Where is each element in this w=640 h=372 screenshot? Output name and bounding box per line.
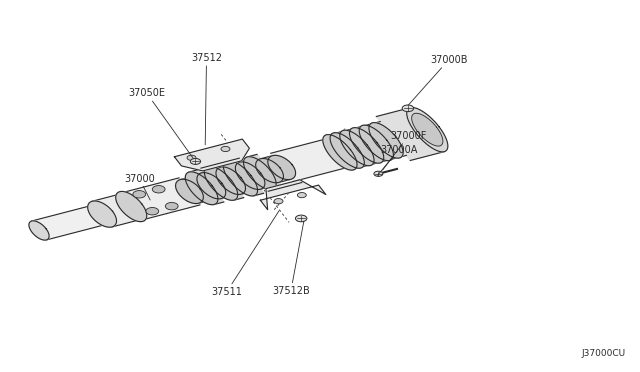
Polygon shape bbox=[247, 154, 282, 189]
Polygon shape bbox=[88, 201, 116, 227]
Text: 37000F: 37000F bbox=[383, 131, 427, 170]
Polygon shape bbox=[180, 176, 211, 203]
Polygon shape bbox=[175, 139, 250, 171]
Polygon shape bbox=[349, 128, 384, 163]
Polygon shape bbox=[92, 194, 141, 227]
Circle shape bbox=[133, 190, 146, 198]
Circle shape bbox=[374, 171, 383, 176]
Circle shape bbox=[402, 105, 413, 112]
Circle shape bbox=[146, 208, 159, 215]
Polygon shape bbox=[323, 135, 357, 170]
Polygon shape bbox=[407, 108, 448, 152]
Polygon shape bbox=[369, 123, 403, 158]
Polygon shape bbox=[204, 166, 237, 201]
Polygon shape bbox=[236, 162, 265, 189]
Polygon shape bbox=[255, 158, 284, 183]
Polygon shape bbox=[260, 155, 291, 182]
Text: 37000B: 37000B bbox=[408, 55, 467, 106]
Circle shape bbox=[298, 193, 307, 198]
Circle shape bbox=[165, 202, 178, 210]
Polygon shape bbox=[29, 221, 49, 240]
Polygon shape bbox=[220, 165, 251, 194]
Polygon shape bbox=[271, 138, 351, 182]
Polygon shape bbox=[216, 167, 246, 195]
Polygon shape bbox=[268, 155, 296, 180]
Circle shape bbox=[187, 155, 196, 160]
Polygon shape bbox=[260, 180, 326, 210]
Polygon shape bbox=[243, 157, 276, 190]
Polygon shape bbox=[412, 113, 443, 146]
Polygon shape bbox=[121, 178, 200, 220]
Polygon shape bbox=[327, 122, 406, 169]
Polygon shape bbox=[197, 173, 226, 199]
Polygon shape bbox=[340, 130, 374, 166]
Text: 37050E: 37050E bbox=[129, 88, 193, 158]
Polygon shape bbox=[208, 164, 244, 200]
Text: J37000CU: J37000CU bbox=[581, 349, 625, 358]
Circle shape bbox=[274, 199, 283, 204]
Polygon shape bbox=[223, 160, 257, 196]
Polygon shape bbox=[376, 108, 444, 160]
Polygon shape bbox=[189, 170, 224, 205]
Text: 37512: 37512 bbox=[191, 53, 222, 145]
Text: 37000: 37000 bbox=[124, 174, 155, 200]
Circle shape bbox=[190, 158, 200, 164]
Polygon shape bbox=[227, 158, 264, 196]
Circle shape bbox=[152, 186, 165, 193]
Polygon shape bbox=[202, 170, 231, 199]
Circle shape bbox=[221, 146, 230, 151]
Text: 37511: 37511 bbox=[211, 211, 279, 296]
Polygon shape bbox=[175, 179, 204, 203]
Text: 37512B: 37512B bbox=[272, 221, 310, 295]
Polygon shape bbox=[32, 205, 109, 240]
Polygon shape bbox=[116, 192, 147, 222]
Polygon shape bbox=[185, 172, 218, 205]
Polygon shape bbox=[359, 125, 394, 161]
Text: 37000A: 37000A bbox=[378, 145, 417, 175]
Polygon shape bbox=[330, 133, 364, 168]
Polygon shape bbox=[240, 160, 270, 189]
Circle shape bbox=[296, 215, 307, 222]
